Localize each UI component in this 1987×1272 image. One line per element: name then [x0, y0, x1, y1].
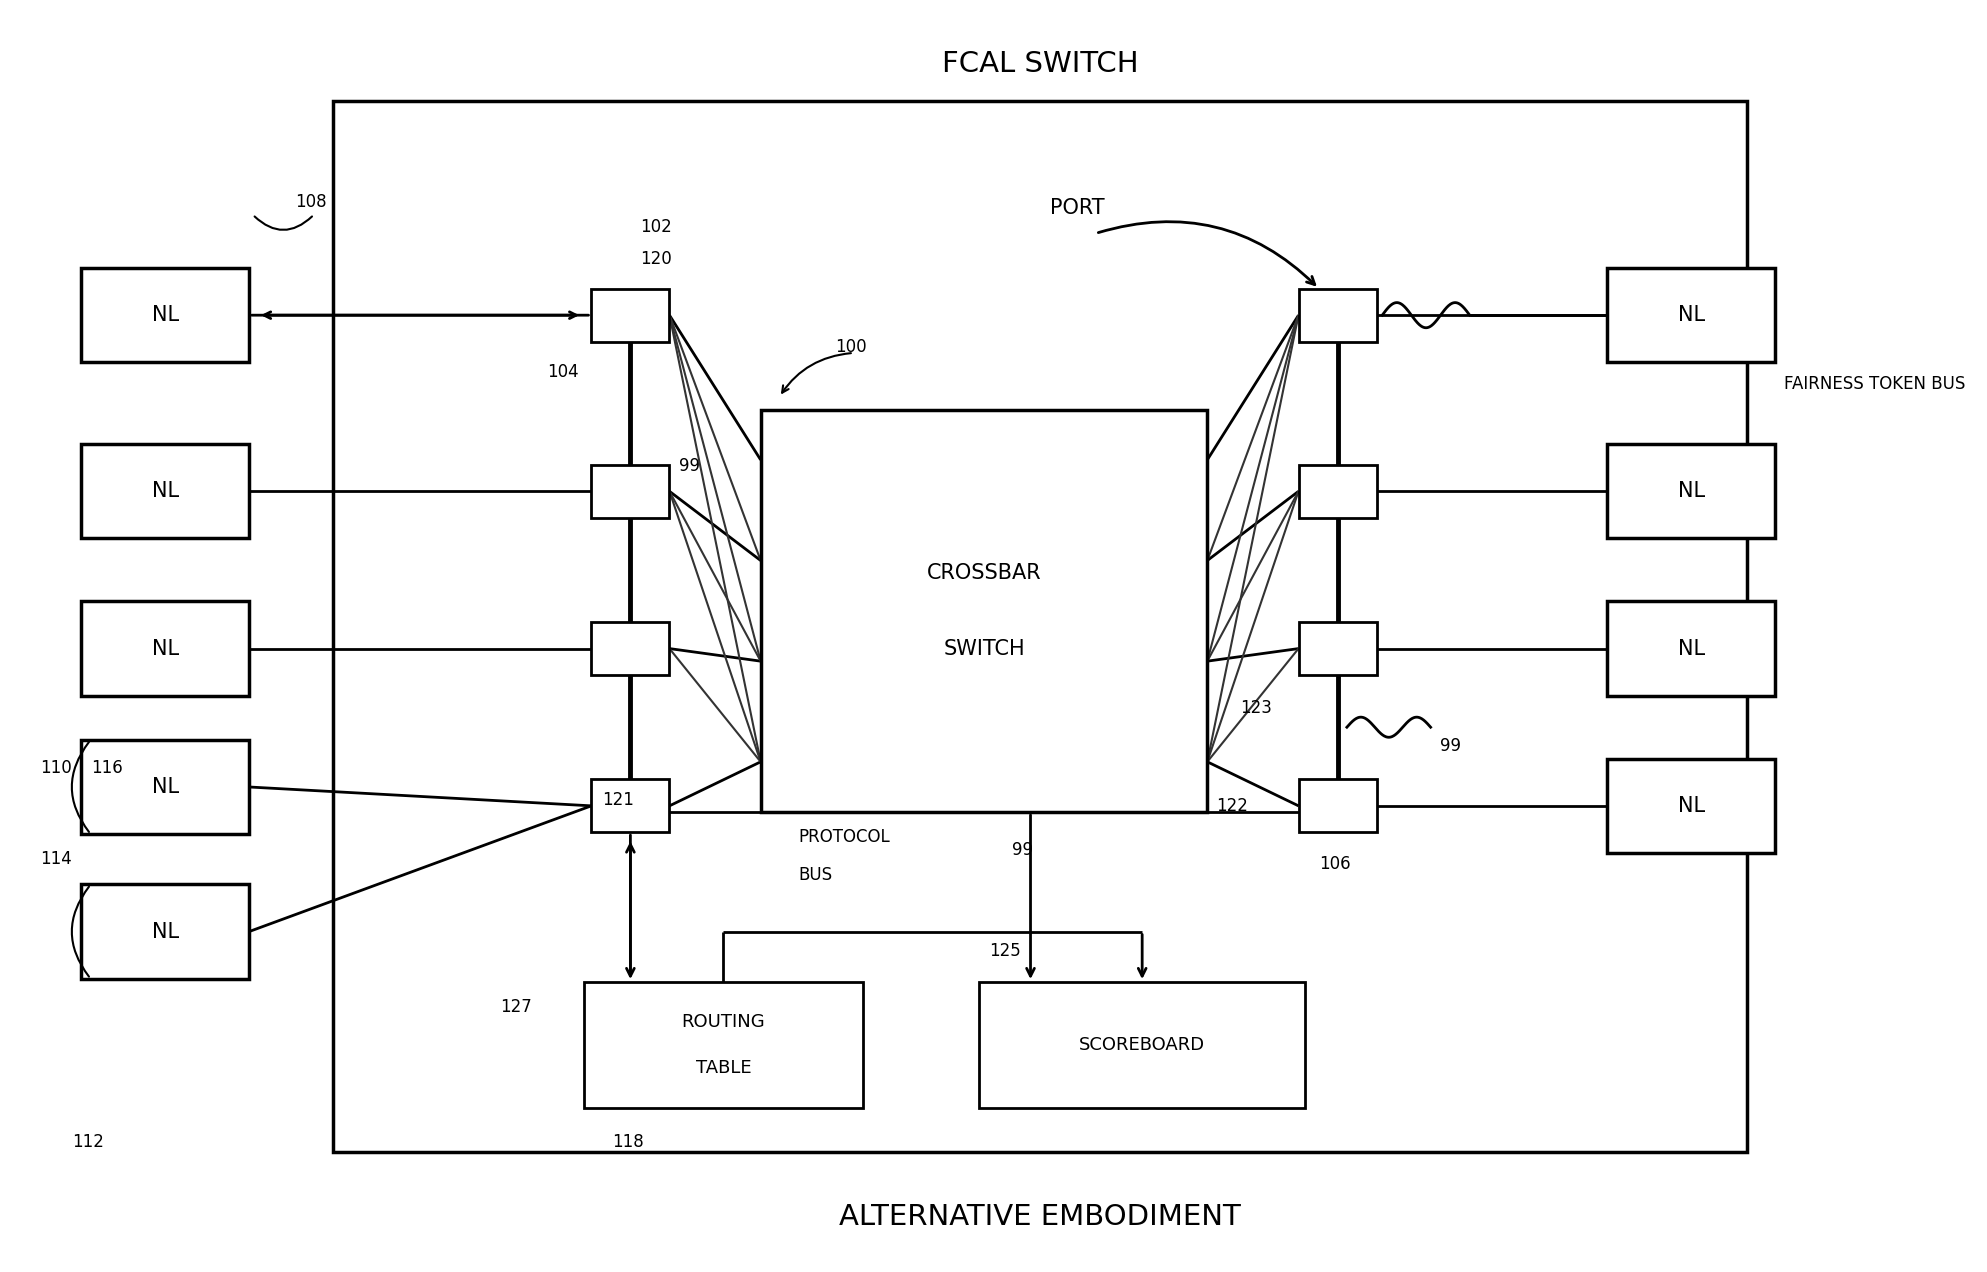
Text: NL: NL	[151, 481, 179, 501]
Text: TABLE: TABLE	[695, 1058, 751, 1076]
Bar	[81, 740, 248, 834]
Bar	[584, 982, 862, 1108]
Bar	[81, 884, 248, 979]
Text: NL: NL	[151, 639, 179, 659]
Text: NL: NL	[151, 305, 179, 326]
Bar	[81, 444, 248, 538]
Text: 104: 104	[546, 363, 578, 380]
Bar	[592, 464, 670, 518]
Text: 123: 123	[1240, 700, 1272, 717]
Text: SWITCH: SWITCH	[944, 639, 1025, 659]
Text: NL: NL	[1677, 305, 1705, 326]
Text: ALTERNATIVE EMBODIMENT: ALTERNATIVE EMBODIMENT	[839, 1203, 1240, 1231]
Text: SCOREBOARD: SCOREBOARD	[1079, 1035, 1206, 1054]
Text: 116: 116	[91, 759, 123, 777]
Text: ROUTING: ROUTING	[682, 1014, 765, 1032]
Text: 106: 106	[1319, 855, 1351, 873]
Bar	[761, 410, 1208, 812]
Bar	[81, 602, 248, 696]
Text: 112: 112	[72, 1133, 103, 1151]
Text: 99: 99	[1011, 841, 1033, 859]
Bar	[332, 102, 1747, 1152]
Bar	[592, 622, 670, 675]
Text: FCAL SWITCH: FCAL SWITCH	[942, 50, 1139, 78]
Text: FAIRNESS TOKEN BUS: FAIRNESS TOKEN BUS	[1784, 375, 1965, 393]
Text: NL: NL	[151, 777, 179, 798]
Text: 108: 108	[296, 193, 328, 211]
Text: 99: 99	[680, 457, 699, 476]
Text: 110: 110	[40, 759, 72, 777]
Text: 100: 100	[835, 337, 866, 356]
Text: 125: 125	[990, 941, 1021, 959]
Bar	[1298, 622, 1377, 675]
Text: NL: NL	[1677, 796, 1705, 815]
Text: BUS: BUS	[799, 866, 833, 884]
Text: PROTOCOL: PROTOCOL	[799, 828, 890, 846]
Bar	[1607, 602, 1774, 696]
Text: 122: 122	[1216, 796, 1248, 815]
Text: NL: NL	[1677, 639, 1705, 659]
Text: NL: NL	[151, 922, 179, 941]
Text: 102: 102	[640, 218, 672, 237]
Text: 121: 121	[602, 791, 634, 809]
Bar	[592, 780, 670, 832]
Bar	[1298, 289, 1377, 342]
Bar	[1607, 758, 1774, 854]
Text: NL: NL	[1677, 481, 1705, 501]
Bar	[81, 268, 248, 363]
Text: 114: 114	[40, 850, 72, 869]
Text: 120: 120	[640, 249, 672, 267]
Bar	[1298, 464, 1377, 518]
Bar	[1298, 780, 1377, 832]
Bar	[592, 289, 670, 342]
Text: 127: 127	[501, 999, 533, 1016]
Text: PORT: PORT	[1049, 198, 1105, 219]
Text: 118: 118	[612, 1133, 644, 1151]
Bar	[980, 982, 1305, 1108]
Text: CROSSBAR: CROSSBAR	[926, 563, 1041, 583]
Text: 99: 99	[1441, 736, 1460, 756]
Bar	[1607, 268, 1774, 363]
Bar	[1607, 444, 1774, 538]
